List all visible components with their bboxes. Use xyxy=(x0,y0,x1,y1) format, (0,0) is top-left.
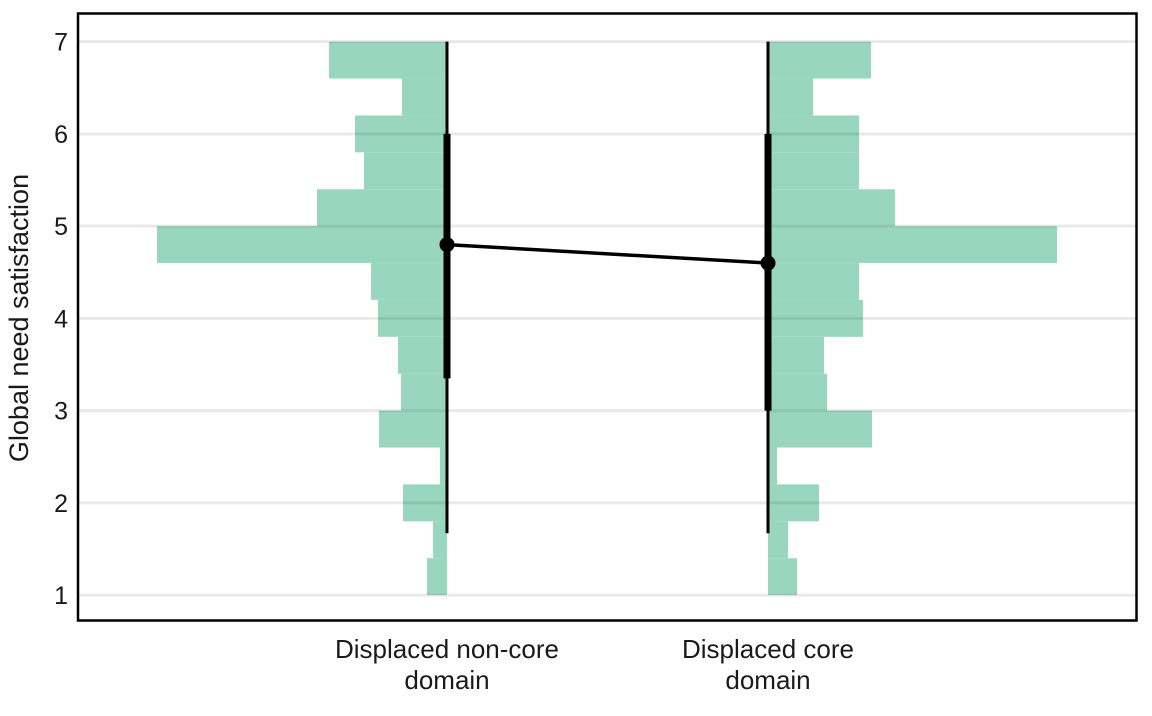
y-axis-title: Global need satisfaction xyxy=(4,174,34,462)
histogram-bar xyxy=(768,373,827,411)
connector-line xyxy=(446,242,769,265)
histogram-bar xyxy=(398,336,447,374)
point-estimate-dot xyxy=(760,255,776,271)
histogram-bar xyxy=(768,558,797,596)
x-axis-label-line: Displaced core xyxy=(682,634,854,664)
histogram-bar xyxy=(157,226,447,264)
plot-border xyxy=(76,12,1138,622)
histogram-bar xyxy=(768,226,1057,264)
histogram-bar xyxy=(402,78,447,116)
y-tick-label: 5 xyxy=(54,213,68,241)
histogram-bar xyxy=(403,484,447,522)
histogram-bar xyxy=(378,299,447,337)
histogram-bar xyxy=(364,152,447,190)
y-tick-label: 2 xyxy=(54,490,68,518)
y-tick-label: 6 xyxy=(54,121,68,149)
x-axis-label-line: domain xyxy=(404,665,489,695)
histogram-bar xyxy=(329,41,447,79)
histogram-bar xyxy=(317,189,447,227)
histogram-bar xyxy=(768,78,813,116)
x-axis-label-line: Displaced non-core xyxy=(335,634,559,664)
axis-labels-layer: Global need satisfaction 1 2 3 4 5 6 7 Displace… xyxy=(4,29,854,695)
y-tick-label: 7 xyxy=(54,29,68,57)
histogram-bar xyxy=(768,410,872,448)
histogram-bar xyxy=(768,152,859,190)
histogram-bar xyxy=(768,336,824,374)
histogram-bar xyxy=(768,115,859,153)
histogram-bar xyxy=(379,410,447,448)
interval-layer xyxy=(439,41,776,534)
y-tick-label: 3 xyxy=(54,398,68,426)
histogram-bar xyxy=(768,299,863,337)
histogram-bar xyxy=(768,41,871,79)
histogram-bar xyxy=(768,263,859,300)
gridlines-layer xyxy=(79,40,1136,597)
histogram-bar xyxy=(440,447,447,485)
histogram-bar xyxy=(401,373,447,411)
histogram-bar xyxy=(768,521,788,559)
histogram-bar xyxy=(433,521,447,559)
histogram-bar xyxy=(371,263,447,300)
x-axis-label-line: domain xyxy=(725,665,810,695)
histogram-bars-layer xyxy=(157,41,1057,596)
histogram-bar xyxy=(355,115,447,153)
point-estimate-dot xyxy=(439,237,455,253)
y-tick-label: 1 xyxy=(54,582,68,610)
y-tick-label: 4 xyxy=(54,305,68,333)
histogram-bar xyxy=(768,484,819,522)
histogram-bar xyxy=(768,189,895,227)
histogram-bar xyxy=(427,558,447,596)
histogram-bar xyxy=(768,447,777,485)
